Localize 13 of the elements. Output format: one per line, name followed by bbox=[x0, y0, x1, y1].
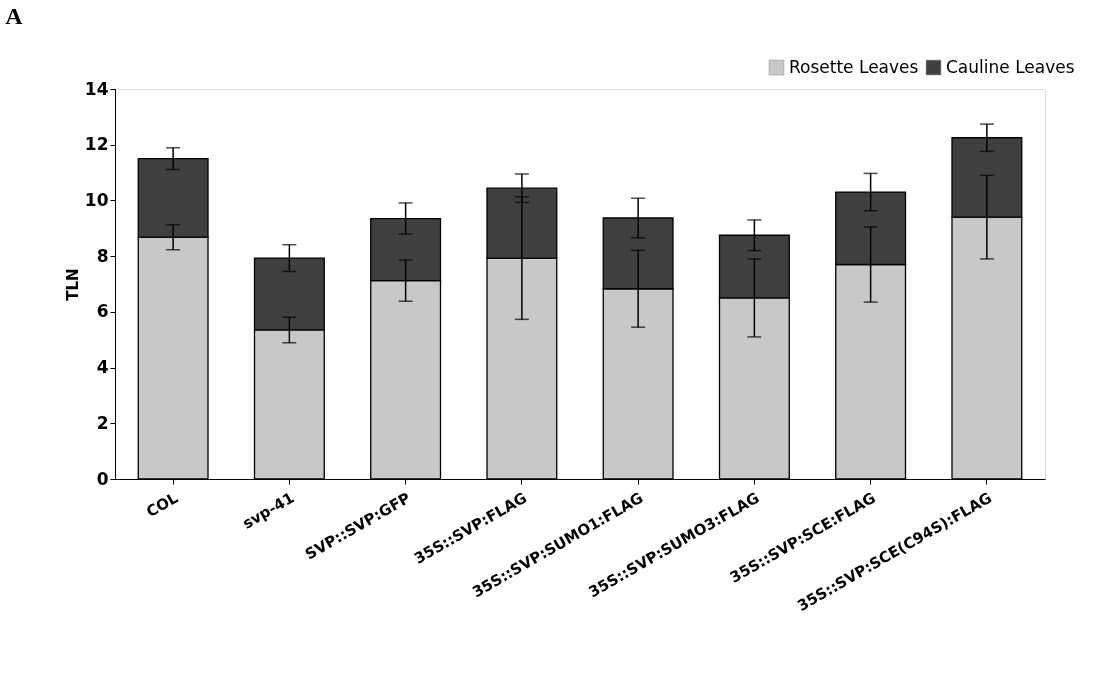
x-tick-label: COL bbox=[143, 488, 182, 522]
y-tick-label: 10 bbox=[84, 189, 109, 210]
y-tick-label: 0 bbox=[96, 468, 109, 489]
chart-title: A bbox=[5, 3, 24, 29]
legend-label: Cauline Leaves bbox=[946, 56, 1075, 77]
y-tick-label: 12 bbox=[84, 134, 109, 155]
y-tick-label: 14 bbox=[84, 78, 109, 99]
y-tick-label: 6 bbox=[96, 301, 109, 322]
legend-label: Rosette Leaves bbox=[789, 56, 919, 77]
y-tick-label: 2 bbox=[96, 412, 109, 433]
y-tick-label: 4 bbox=[96, 357, 109, 378]
y-tick-label: 8 bbox=[96, 245, 109, 266]
y-axis-title: TLN bbox=[63, 268, 82, 301]
